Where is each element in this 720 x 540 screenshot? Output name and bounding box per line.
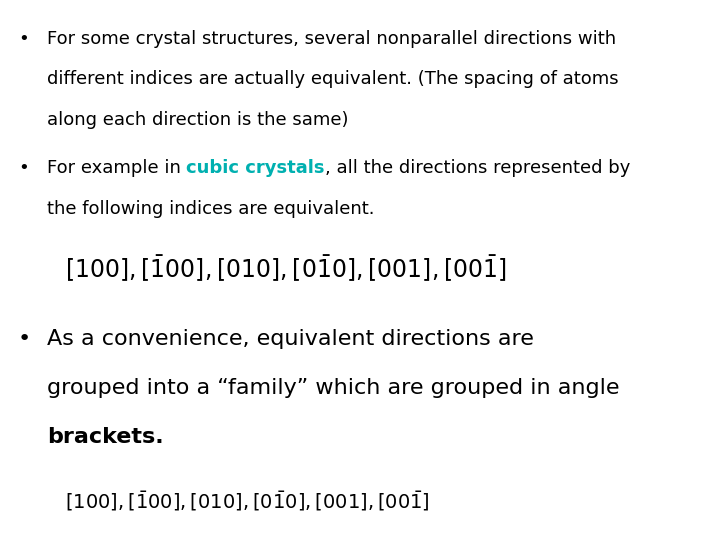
Text: brackets.: brackets.	[47, 427, 163, 447]
Text: •: •	[18, 159, 29, 177]
Text: •: •	[18, 30, 29, 48]
Text: different indices are actually equivalent. (The spacing of atoms: different indices are actually equivalen…	[47, 70, 618, 88]
Text: For example in: For example in	[47, 159, 186, 177]
Text: $[100],[\bar{1}00],[010],[0\bar{1}0],[001],[00\bar{1}]$: $[100],[\bar{1}00],[010],[0\bar{1}0],[00…	[65, 254, 506, 285]
Text: grouped into a “family” which are grouped in angle: grouped into a “family” which are groupe…	[47, 378, 619, 398]
Text: the following indices are equivalent.: the following indices are equivalent.	[47, 200, 374, 218]
Text: As a convenience, equivalent directions are: As a convenience, equivalent directions …	[47, 329, 534, 349]
Text: cubic crystals: cubic crystals	[186, 159, 325, 177]
Text: along each direction is the same): along each direction is the same)	[47, 111, 348, 129]
Text: •: •	[18, 329, 31, 349]
Text: For some crystal structures, several nonparallel directions with: For some crystal structures, several non…	[47, 30, 616, 48]
Text: , all the directions represented by: , all the directions represented by	[325, 159, 630, 177]
Text: $[100],[\bar{1}00],[010],[0\bar{1}0],[001],[00\bar{1}]$: $[100],[\bar{1}00],[010],[0\bar{1}0],[00…	[65, 489, 430, 512]
